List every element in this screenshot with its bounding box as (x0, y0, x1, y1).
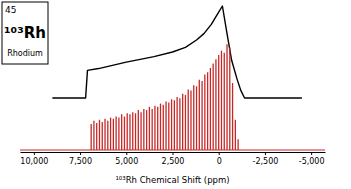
x-tick: 0 (217, 152, 222, 166)
element-name: Rhodium (7, 49, 43, 58)
atomic-number: 45 (5, 5, 16, 15)
spectrum-spike (215, 59, 216, 150)
x-tick: 7,500 (69, 152, 92, 166)
x-tick-mark (265, 152, 266, 155)
spectrum-spike (232, 83, 233, 150)
spectrum-spike (149, 107, 150, 150)
spectrum-spike (107, 121, 108, 150)
x-tick-label: 7,500 (69, 157, 92, 166)
x-tick-label: -2,500 (253, 157, 279, 166)
spectrum-spike (185, 95, 186, 150)
spectrum-spike (224, 53, 225, 150)
spectrum-spike (135, 113, 136, 150)
spectrum-spike (138, 110, 139, 150)
x-tick-mark (126, 152, 127, 155)
spectrum-spike (99, 120, 100, 150)
spectrum-spike (190, 91, 191, 150)
spectrum-spike (207, 72, 208, 150)
spectrum-spike (201, 81, 202, 150)
plot-area (20, 44, 325, 150)
spectrum-spike (96, 123, 97, 150)
x-tick-label: 2,500 (162, 157, 185, 166)
x-tick-label: 0 (217, 157, 222, 166)
x-axis-title: ¹⁰³Rh Chemical Shift (ppm) (115, 175, 229, 185)
x-tick-mark (219, 152, 220, 155)
spectrum-spike (179, 98, 180, 150)
spectrum-spike (226, 44, 227, 150)
spectrum-spike (110, 118, 111, 150)
baseline (20, 150, 325, 151)
spectrum-spike (196, 86, 197, 150)
spectrum-spike (237, 139, 238, 150)
spectrum-spike (229, 47, 230, 150)
spectrum-spike (124, 117, 125, 150)
simulated-line (52, 6, 302, 98)
spectrum-spike (154, 106, 155, 150)
spectrum-spike (193, 85, 194, 150)
spectrum-spike (152, 109, 153, 150)
x-tick: 5,000 (115, 152, 138, 166)
x-tick-mark (80, 152, 81, 155)
spectrum-spike (182, 94, 183, 150)
spectrum-spike (91, 124, 92, 150)
spectrum-spike (143, 109, 144, 150)
x-tick-mark (34, 152, 35, 155)
x-axis: 10,000 7,500 5,000 2,500 0 -2,500 -5,000 (20, 152, 325, 166)
chart-root: 45 ¹⁰³Rh Rhodium 10,000 7,500 5,000 2,500 0 -2,5… (0, 0, 351, 189)
spectrum-spike (171, 99, 172, 150)
spectrum-spike (93, 121, 94, 150)
spectrum-spike (204, 74, 205, 150)
spectrum-spike (221, 51, 222, 150)
x-tick: 2,500 (162, 152, 185, 166)
x-tick: -2,500 (253, 152, 279, 166)
element-frame (2, 2, 48, 64)
spectrum-spike (163, 105, 164, 150)
spectrum-spike (140, 112, 141, 150)
spectrum-spike (121, 114, 122, 150)
x-tick-mark (311, 152, 312, 155)
spectrum-spike (218, 55, 219, 150)
spectrum-spike (176, 97, 177, 150)
spectrum-spike (213, 64, 214, 150)
element-box: 45 ¹⁰³Rh Rhodium (2, 2, 48, 64)
spectrum-spike (118, 118, 119, 150)
spectrum-spike (146, 110, 147, 150)
spectrum-spike (104, 119, 105, 150)
spectrum-spike (132, 112, 133, 150)
spectrum-spike (168, 102, 169, 150)
plot-area (52, 6, 302, 98)
spectrum-spike (102, 122, 103, 150)
spectrum-spike (127, 113, 128, 150)
x-tick: -5,000 (299, 152, 325, 166)
spectrum-spike (165, 101, 166, 150)
spectrum-spike (115, 117, 116, 150)
spectrum-spike (235, 120, 236, 150)
x-tick: 10,000 (20, 152, 48, 166)
spectrum-spike (129, 114, 130, 150)
spectrum-spike (160, 104, 161, 150)
spectrum-spike (174, 100, 175, 150)
spectrum-spike (210, 68, 211, 150)
spectrum-spike (113, 119, 114, 150)
element-symbol: ¹⁰³Rh (4, 24, 46, 42)
spectrum-spike (157, 107, 158, 150)
x-tick-label: 10,000 (20, 157, 48, 166)
spectrum-spike (199, 80, 200, 150)
x-tick-label: 5,000 (115, 157, 138, 166)
x-tick-mark (173, 152, 174, 155)
spectrum-spike (188, 90, 189, 150)
x-tick-label: -5,000 (299, 157, 325, 166)
